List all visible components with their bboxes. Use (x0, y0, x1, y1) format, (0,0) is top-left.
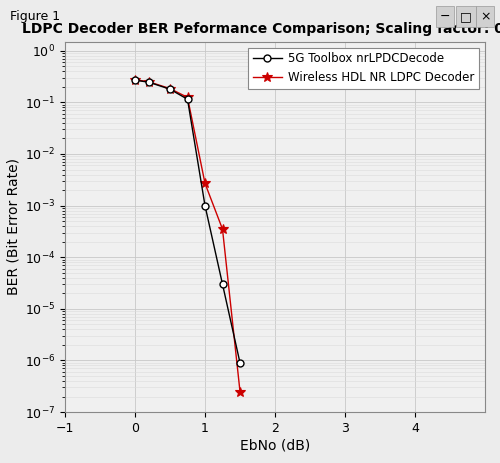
5G Toolbox nrLPDCDecode (220, 282, 226, 287)
Text: □: □ (460, 10, 472, 23)
5G Toolbox nrLPDCDecode (132, 77, 138, 83)
Text: −: − (440, 10, 450, 23)
Legend: 5G Toolbox nrLPDCDecode, Wireless HDL NR LDPC Decoder: 5G Toolbox nrLPDCDecode, Wireless HDL NR… (248, 48, 479, 89)
5G Toolbox nrLPDCDecode (146, 80, 152, 85)
Wireless HDL NR LDPC Decoder (167, 86, 173, 91)
Y-axis label: BER (Bit Error Rate): BER (Bit Error Rate) (7, 158, 21, 295)
Wireless HDL NR LDPC Decoder (220, 226, 226, 232)
Wireless HDL NR LDPC Decoder (132, 77, 138, 82)
Title: LDPC Decoder BER Peformance Comparison; Scaling factor: 0.75: LDPC Decoder BER Peformance Comparison; … (22, 22, 500, 36)
Line: 5G Toolbox nrLPDCDecode: 5G Toolbox nrLPDCDecode (132, 77, 244, 366)
5G Toolbox nrLPDCDecode (184, 96, 190, 102)
Wireless HDL NR LDPC Decoder (237, 389, 243, 394)
Wireless HDL NR LDPC Decoder (146, 79, 152, 85)
5G Toolbox nrLPDCDecode (202, 203, 208, 208)
X-axis label: EbNo (dB): EbNo (dB) (240, 439, 310, 453)
Line: Wireless HDL NR LDPC Decoder: Wireless HDL NR LDPC Decoder (130, 75, 245, 396)
Wireless HDL NR LDPC Decoder (202, 181, 208, 186)
5G Toolbox nrLPDCDecode (167, 87, 173, 92)
5G Toolbox nrLPDCDecode (237, 360, 243, 366)
Text: Figure 1: Figure 1 (10, 10, 60, 23)
Text: ×: × (480, 10, 490, 23)
Wireless HDL NR LDPC Decoder (184, 94, 190, 100)
